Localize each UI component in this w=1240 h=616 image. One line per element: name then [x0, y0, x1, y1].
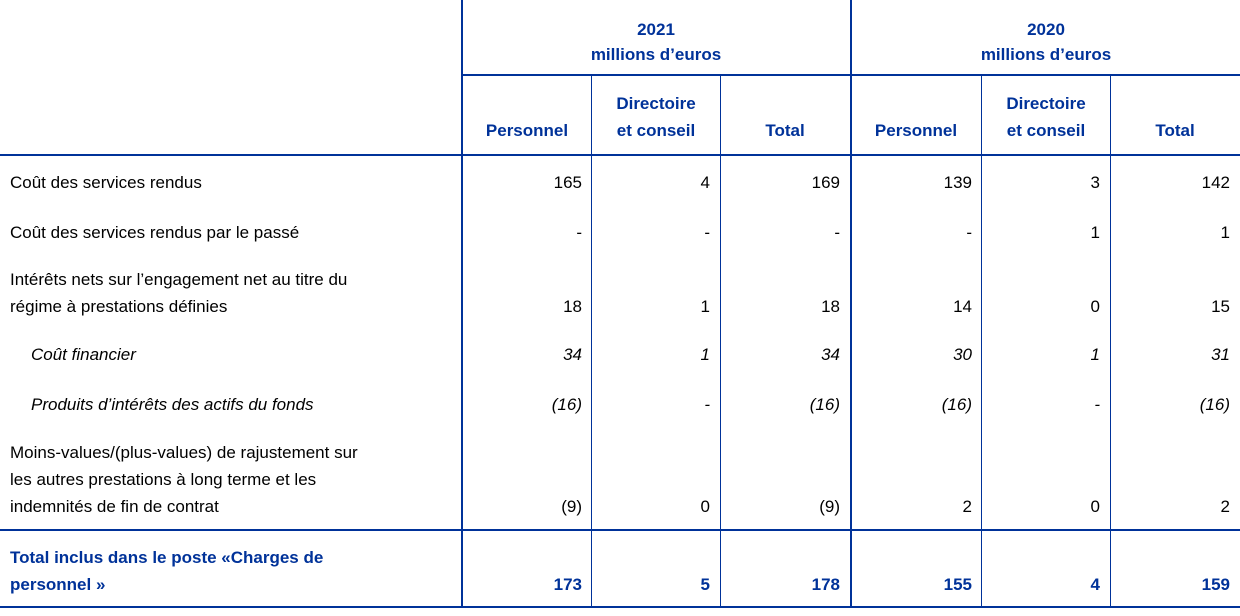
cell-value: 34	[821, 345, 840, 364]
row-label: Total inclus dans le poste «Charges de	[10, 548, 324, 567]
cell-value: -	[576, 223, 582, 242]
cell-value: 4	[1090, 575, 1100, 594]
column-header: Directoire	[1006, 94, 1086, 113]
cell-value: 18	[821, 297, 840, 316]
rule	[0, 606, 1240, 608]
row-label: régime à prestations définies	[10, 297, 228, 316]
cell-value: 1	[1090, 223, 1100, 242]
column-header: Directoire	[616, 94, 696, 113]
cell-value: 34	[563, 345, 582, 364]
row-label: personnel »	[10, 575, 106, 594]
cell-value: 0	[1090, 297, 1100, 316]
cell-value: -	[704, 395, 710, 414]
cell-value: -	[704, 223, 710, 242]
cell-value: -	[834, 223, 840, 242]
cell-value: 4	[700, 173, 710, 192]
unit: millions d’euros	[590, 45, 722, 64]
cell-value: 173	[553, 575, 582, 594]
cell-value: 31	[1211, 345, 1230, 364]
cell-value: 3	[1090, 173, 1100, 192]
cell-value: 0	[700, 497, 710, 516]
cell-value: (16)	[1199, 395, 1230, 414]
cell-value: -	[966, 223, 972, 242]
cell-value: (16)	[809, 395, 840, 414]
column-header: Personnel	[874, 121, 958, 140]
row-label: les autres prestations à long terme et l…	[10, 470, 317, 489]
rule	[461, 74, 1240, 76]
cell-value: 15	[1211, 297, 1230, 316]
year: 2021	[637, 20, 675, 39]
cell-value: 142	[1201, 173, 1230, 192]
rule	[850, 0, 852, 608]
cell-value: (9)	[561, 497, 582, 516]
row-label: Coût financier	[31, 345, 136, 364]
rule	[1110, 75, 1111, 608]
column-header: et conseil	[1006, 121, 1086, 140]
rule	[981, 75, 982, 608]
rule	[0, 529, 1240, 531]
cell-value: 2	[962, 497, 972, 516]
column-header: Total	[1155, 121, 1195, 140]
column-header: Total	[765, 121, 805, 140]
column-header: et conseil	[616, 121, 696, 140]
column-header: Personnel	[485, 121, 569, 140]
cell-value: (16)	[941, 395, 972, 414]
cell-value: 165	[553, 173, 582, 192]
row-label: Moins-values/(plus-values) de rajustemen…	[10, 443, 358, 462]
cell-value: 155	[943, 575, 972, 594]
cell-value: 1	[700, 345, 710, 364]
cell-value: 30	[953, 345, 972, 364]
cell-value: 5	[700, 575, 710, 594]
cell-value: 0	[1090, 497, 1100, 516]
cell-value: 1	[1220, 223, 1230, 242]
rule	[0, 154, 1240, 156]
cell-value: (9)	[819, 497, 840, 516]
rule	[461, 0, 463, 608]
row-label: Produits d’intérêts des actifs du fonds	[31, 395, 314, 414]
cell-value: 139	[943, 173, 972, 192]
cell-value: 1	[1090, 345, 1100, 364]
unit: millions d’euros	[980, 45, 1112, 64]
cell-value: 159	[1201, 575, 1230, 594]
year: 2020	[1027, 20, 1065, 39]
rule	[591, 75, 592, 608]
cell-value: 18	[563, 297, 582, 316]
cell-value: 178	[811, 575, 840, 594]
cell-value: -	[1094, 395, 1100, 414]
cell-value: 169	[811, 173, 840, 192]
row-label: Coût des services rendus	[10, 173, 202, 192]
row-label: Coût des services rendus par le passé	[10, 223, 300, 242]
cell-value: (16)	[551, 395, 582, 414]
row-label: indemnités de fin de contrat	[10, 497, 219, 516]
cell-value: 2	[1220, 497, 1230, 516]
cell-value: 14	[953, 297, 972, 316]
rule	[720, 75, 721, 608]
cell-value: 1	[700, 297, 710, 316]
row-label: Intérêts nets sur l’engagement net au ti…	[10, 270, 348, 289]
